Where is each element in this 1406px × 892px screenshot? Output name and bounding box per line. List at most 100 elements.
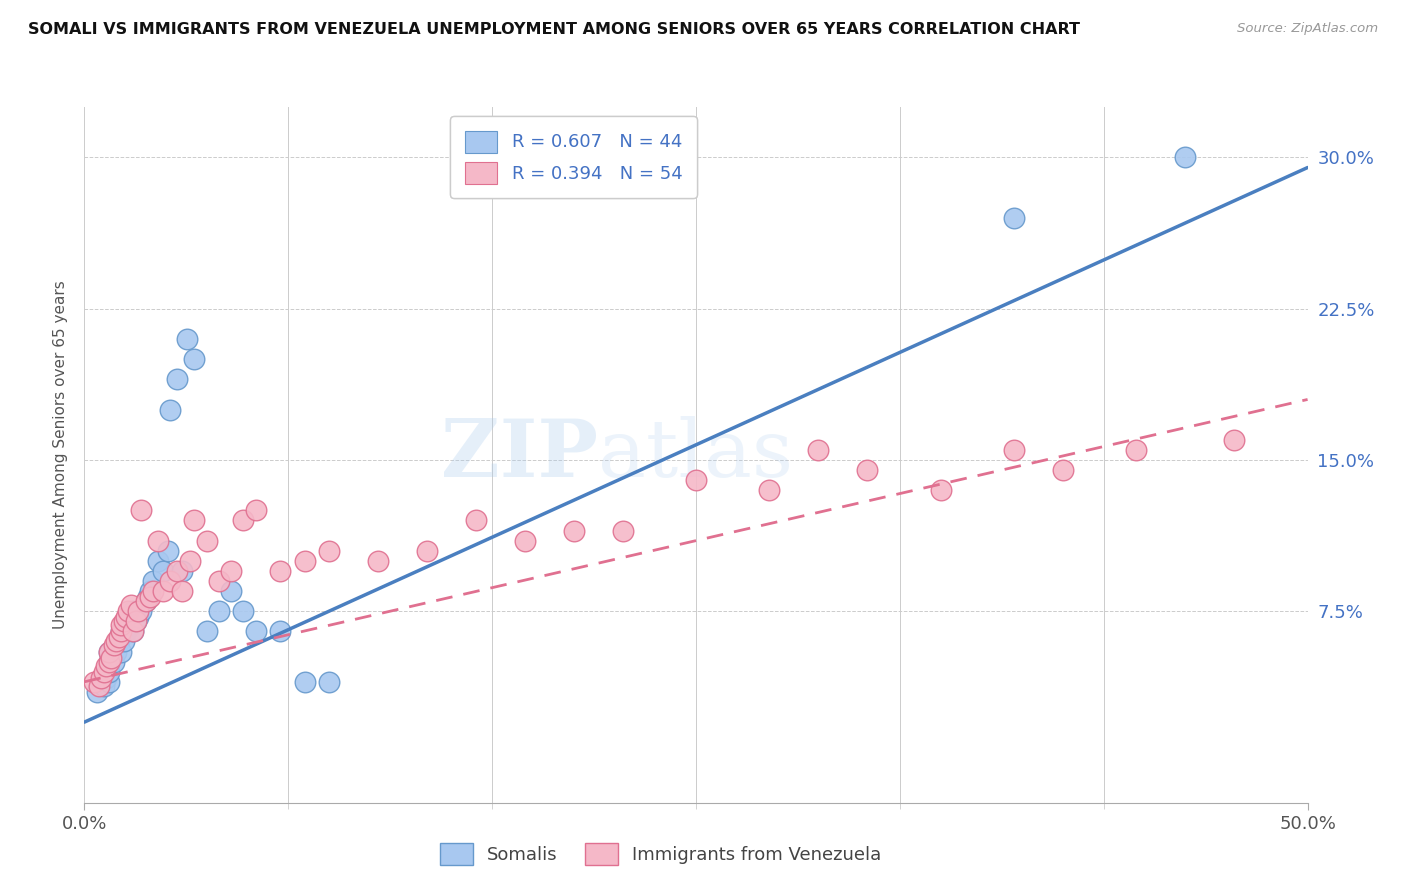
Point (219, 564, 242, 578)
Point (208, 574, 231, 588)
Point (146, 533, 169, 548)
Point (1052, 463, 1074, 477)
Point (172, 564, 194, 578)
Point (139, 584, 162, 599)
Point (135, 594, 157, 608)
Point (367, 554, 389, 568)
Point (142, 574, 165, 588)
Point (166, 564, 188, 578)
Legend: Somalis, Immigrants from Venezuela: Somalis, Immigrants from Venezuela (432, 834, 890, 874)
Point (90, 674, 112, 689)
Point (245, 503, 267, 517)
Point (115, 610, 138, 624)
Point (166, 372, 188, 386)
Point (105, 634, 128, 648)
Point (90, 671, 112, 685)
Point (269, 564, 291, 578)
Point (96, 671, 118, 685)
Text: ZIP: ZIP (441, 416, 598, 494)
Point (156, 543, 179, 558)
Point (110, 618, 132, 632)
Point (87, 679, 110, 693)
Point (856, 463, 879, 477)
Point (183, 352, 205, 367)
Point (176, 332, 198, 346)
Point (120, 618, 142, 632)
Point (112, 634, 135, 648)
Point (93, 665, 115, 679)
Point (97, 665, 120, 679)
Point (685, 473, 707, 487)
Point (294, 554, 316, 568)
Text: SOMALI VS IMMIGRANTS FROM VENEZUELA UNEMPLOYMENT AMONG SENIORS OVER 65 YEARS COR: SOMALI VS IMMIGRANTS FROM VENEZUELA UNEM… (28, 22, 1080, 37)
Point (127, 604, 149, 618)
Point (125, 615, 148, 629)
Point (1223, 433, 1246, 447)
Point (135, 594, 157, 608)
Point (294, 674, 316, 689)
Point (245, 624, 267, 639)
Point (232, 604, 254, 618)
Point (129, 604, 152, 618)
Point (117, 604, 139, 618)
Point (117, 615, 139, 629)
Point (159, 574, 181, 588)
Point (97, 674, 120, 689)
Point (120, 598, 142, 612)
Point (122, 624, 145, 639)
Point (127, 610, 149, 624)
Point (115, 624, 138, 639)
Point (97, 644, 120, 658)
Point (1002, 211, 1025, 225)
Point (152, 564, 174, 578)
Point (112, 615, 135, 629)
Point (318, 543, 340, 558)
Point (416, 543, 439, 558)
Point (86, 685, 108, 699)
Point (183, 513, 205, 527)
Point (152, 584, 174, 599)
Point (110, 624, 132, 639)
Point (318, 674, 340, 689)
Point (269, 624, 291, 639)
Point (136, 590, 159, 604)
Point (107, 634, 129, 648)
Point (97, 655, 120, 669)
Point (142, 584, 165, 599)
Point (1125, 442, 1147, 457)
Point (100, 650, 122, 665)
Text: Source: ZipAtlas.com: Source: ZipAtlas.com (1237, 22, 1378, 36)
Point (179, 554, 201, 568)
Point (97, 655, 120, 669)
Point (122, 604, 145, 618)
Legend: R = 0.607   N = 44, R = 0.394   N = 54: R = 0.607 N = 44, R = 0.394 N = 54 (450, 116, 697, 198)
Text: atlas: atlas (598, 416, 793, 494)
Point (103, 639, 125, 653)
Point (232, 513, 254, 527)
Point (110, 624, 132, 639)
Point (122, 624, 145, 639)
Point (103, 655, 125, 669)
Point (758, 483, 780, 498)
Point (125, 615, 148, 629)
Point (195, 533, 218, 548)
Point (562, 524, 585, 538)
Point (93, 679, 115, 693)
Point (612, 524, 634, 538)
Point (129, 503, 152, 517)
Point (97, 644, 120, 658)
Point (107, 631, 129, 645)
Point (146, 554, 169, 568)
Point (96, 658, 118, 673)
Point (929, 483, 952, 498)
Point (513, 533, 536, 548)
Point (139, 590, 162, 604)
Point (464, 513, 486, 527)
Point (208, 604, 231, 618)
Point (1174, 151, 1197, 165)
Point (105, 644, 128, 658)
Point (219, 584, 242, 599)
Point (159, 402, 181, 417)
Point (83, 674, 105, 689)
Point (195, 624, 218, 639)
